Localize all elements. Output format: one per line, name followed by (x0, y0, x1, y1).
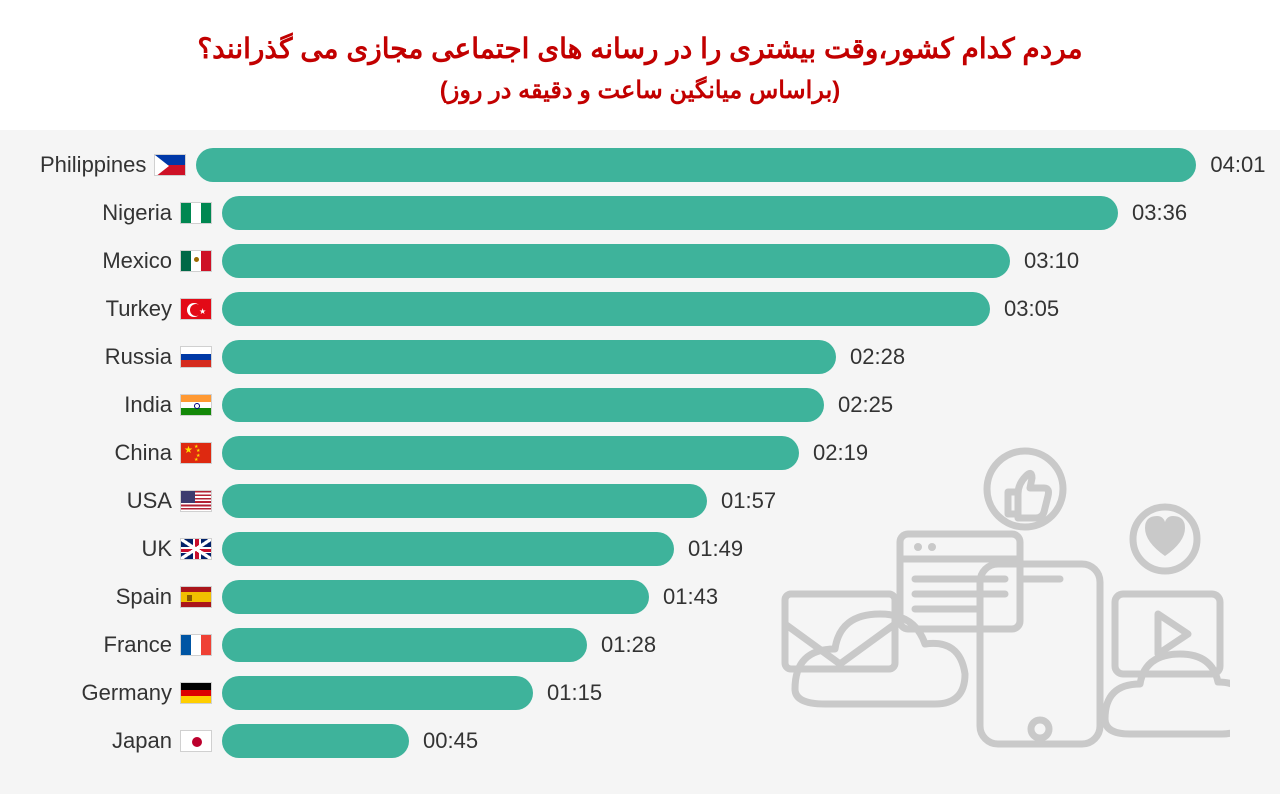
flag-icon-mexico (180, 250, 212, 272)
bar (222, 580, 649, 614)
flag-icon-india (180, 394, 212, 416)
bar-value: 01:57 (721, 488, 776, 514)
bar-value: 03:10 (1024, 248, 1079, 274)
bar (222, 676, 533, 710)
bar (222, 484, 707, 518)
bar-wrap: 02:25 (222, 388, 1240, 422)
flag-icon-germany (180, 682, 212, 704)
bar-row: Nigeria 03:36 (40, 190, 1240, 236)
country-label: Nigeria (40, 200, 180, 226)
bar (222, 292, 990, 326)
bar-value: 04:01 (1210, 152, 1265, 178)
bar-value: 03:05 (1004, 296, 1059, 322)
bar-row: India 02:25 (40, 382, 1240, 428)
bar-wrap: 02:19 (222, 436, 1240, 470)
flag-icon-nigeria (180, 202, 212, 224)
country-label: Spain (40, 584, 180, 610)
flag-icon-japan (180, 730, 212, 752)
bar-value: 01:28 (601, 632, 656, 658)
flag-icon-turkey: ★ (180, 298, 212, 320)
bar (222, 628, 587, 662)
bar-wrap: 01:49 (222, 532, 1240, 566)
flag-icon-china: ★ ★ ★ ★ ★ (180, 442, 212, 464)
bar-value: 01:43 (663, 584, 718, 610)
bar-wrap: 01:28 (222, 628, 1240, 662)
bar-row: UK 01:49 (40, 526, 1240, 572)
bar-row: Mexico 03:10 (40, 238, 1240, 284)
chart-subtitle: (براساس میانگین ساعت و دقیقه در روز) (40, 76, 1240, 105)
country-label: Germany (40, 680, 180, 706)
flag-icon-usa (180, 490, 212, 512)
flag-icon-philippines (154, 154, 186, 176)
bar (222, 532, 674, 566)
country-label: Japan (40, 728, 180, 754)
chart-title: مردم کدام کشور،وقت بیشتری را در رسانه ها… (40, 28, 1240, 70)
bar-value: 01:49 (688, 536, 743, 562)
country-label: Russia (40, 344, 180, 370)
country-label: India (40, 392, 180, 418)
country-label: UK (40, 536, 180, 562)
bar (222, 196, 1118, 230)
bar-value: 00:45 (423, 728, 478, 754)
bar-row: Turkey ★ 03:05 (40, 286, 1240, 332)
bar-wrap: 03:10 (222, 244, 1240, 278)
country-label: USA (40, 488, 180, 514)
bar-wrap: 01:57 (222, 484, 1240, 518)
flag-icon-russia (180, 346, 212, 368)
bar-row: Japan 00:45 (40, 718, 1240, 764)
bar-wrap: 00:45 (222, 724, 1240, 758)
bar-value: 02:28 (850, 344, 905, 370)
bar-value: 02:19 (813, 440, 868, 466)
country-label: China (40, 440, 180, 466)
flag-icon-uk (180, 538, 212, 560)
bar (222, 244, 1010, 278)
country-label: Mexico (40, 248, 180, 274)
bar (222, 436, 799, 470)
bar-row: Philippines 04:01 (40, 142, 1240, 188)
bar-row: USA 01:57 (40, 478, 1240, 524)
header: مردم کدام کشور،وقت بیشتری را در رسانه ها… (0, 0, 1280, 115)
flag-icon-france (180, 634, 212, 656)
bar (196, 148, 1196, 182)
bar-row: China ★ ★ ★ ★ ★ 02:19 (40, 430, 1240, 476)
bar-row: Russia 02:28 (40, 334, 1240, 380)
bar-row: France 01:28 (40, 622, 1240, 668)
bar-row: Germany 01:15 (40, 670, 1240, 716)
country-label: Philippines (40, 152, 154, 178)
bar-wrap: 02:28 (222, 340, 1240, 374)
bar-wrap: 04:01 (196, 148, 1265, 182)
chart-area: Philippines 04:01 Nigeria 03:36 Mexico (0, 130, 1280, 794)
flag-icon-spain (180, 586, 212, 608)
bar-row: Spain 01:43 (40, 574, 1240, 620)
bar (222, 388, 824, 422)
bar-value: 02:25 (838, 392, 893, 418)
bar-value: 01:15 (547, 680, 602, 706)
bar-wrap: 03:05 (222, 292, 1240, 326)
bar-wrap: 01:43 (222, 580, 1240, 614)
bar (222, 340, 836, 374)
country-label: France (40, 632, 180, 658)
bar-value: 03:36 (1132, 200, 1187, 226)
country-label: Turkey (40, 296, 180, 322)
bar-rows: Philippines 04:01 Nigeria 03:36 Mexico (40, 142, 1240, 764)
bar-wrap: 03:36 (222, 196, 1240, 230)
bar (222, 724, 409, 758)
bar-wrap: 01:15 (222, 676, 1240, 710)
